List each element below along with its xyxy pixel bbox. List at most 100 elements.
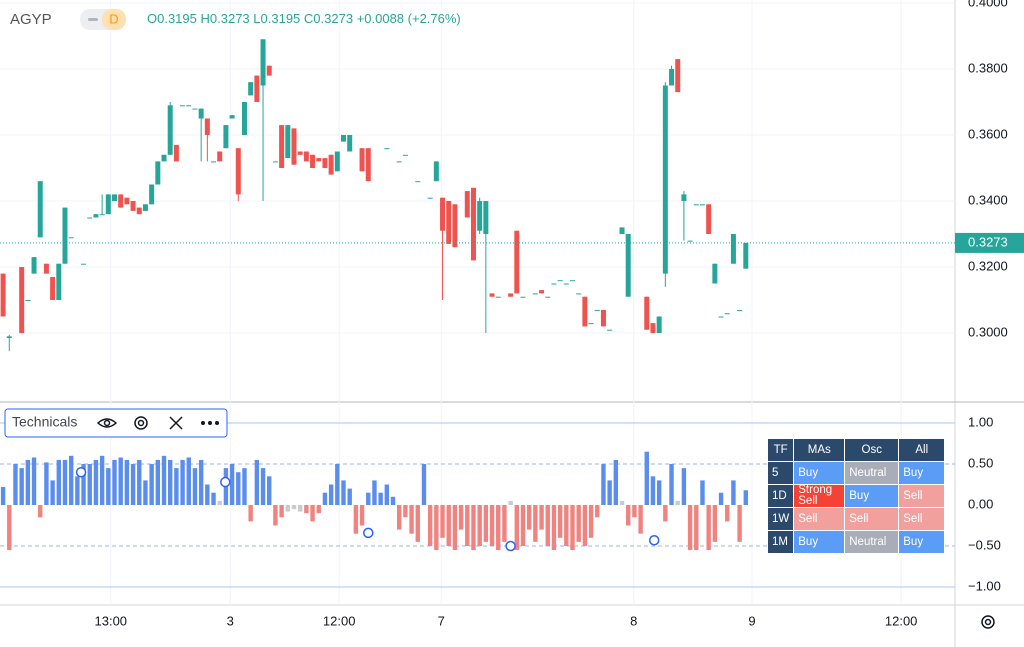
candle-body xyxy=(644,296,650,330)
candle-body xyxy=(600,309,606,327)
candle-body xyxy=(118,194,124,208)
candle-body xyxy=(693,204,699,206)
candle-body xyxy=(50,276,56,301)
interval-badge[interactable] xyxy=(102,9,126,30)
histogram-bar xyxy=(260,468,266,505)
table-cell: Buy xyxy=(844,484,900,508)
candle-body xyxy=(266,65,272,76)
candle-body xyxy=(520,296,526,298)
candle-body xyxy=(625,234,631,297)
candle-body xyxy=(112,194,118,201)
histogram-bar xyxy=(483,505,489,542)
histogram-bar xyxy=(322,492,328,505)
more-icon[interactable] xyxy=(201,421,205,425)
histogram-bar xyxy=(545,505,550,546)
table-cell: 1W xyxy=(766,507,795,531)
histogram-bar xyxy=(403,505,408,518)
histogram-bar xyxy=(44,462,49,505)
histogram-bar xyxy=(168,459,173,505)
histogram-bar xyxy=(712,505,718,542)
histogram-bar xyxy=(99,455,105,505)
table-cell: Buy xyxy=(793,461,846,485)
histogram-bar xyxy=(725,505,730,522)
candle-body xyxy=(415,181,421,183)
y-tick-label: 1.00 xyxy=(968,414,993,429)
candle-body xyxy=(204,118,210,135)
histogram-bar xyxy=(694,505,699,551)
histogram-bar xyxy=(440,505,445,538)
candle-body xyxy=(477,201,483,231)
y-tick-label: 0.3800 xyxy=(968,60,1008,75)
y-tick-label: 0.3600 xyxy=(968,126,1008,141)
x-tick-label: 8 xyxy=(630,613,637,628)
settings-icon[interactable] xyxy=(134,416,148,430)
histogram-bar xyxy=(7,505,12,551)
candle-body xyxy=(532,293,538,295)
table-cell: 5 xyxy=(766,461,795,485)
histogram-bar xyxy=(626,505,631,526)
histogram-bar xyxy=(0,486,6,505)
candle-body xyxy=(62,207,68,264)
candle-body xyxy=(539,290,545,294)
eye-icon[interactable] xyxy=(96,418,118,428)
histogram-bar xyxy=(81,464,86,505)
candle-body xyxy=(681,194,687,201)
histogram-bar xyxy=(421,464,427,505)
histogram-bar xyxy=(564,505,569,546)
histogram-bar xyxy=(353,505,359,534)
y-tick-label: 0.3400 xyxy=(968,192,1008,207)
interval[interactable]: D xyxy=(109,11,118,26)
chart-settings-icon[interactable] xyxy=(981,615,995,629)
candle-body xyxy=(303,151,309,162)
histogram-bar xyxy=(607,480,612,505)
candle-body xyxy=(557,280,563,282)
candle-body xyxy=(87,217,93,219)
remove-icon[interactable] xyxy=(169,416,183,430)
histogram-bar xyxy=(291,505,297,510)
histogram-bar xyxy=(378,492,383,505)
histogram-bar xyxy=(384,484,390,505)
header-cell: All xyxy=(898,438,946,462)
histogram-bar xyxy=(112,459,117,505)
histogram-bar xyxy=(427,505,433,546)
candle-body xyxy=(724,313,730,315)
candle-body xyxy=(495,296,501,298)
table-cell: 1M xyxy=(766,530,795,554)
candle-body xyxy=(285,125,291,159)
histogram-bar xyxy=(502,505,507,542)
candle-body xyxy=(155,161,161,185)
settings-hub xyxy=(137,419,145,427)
candle-body xyxy=(124,197,130,205)
table-row: 5 Buy Neutral Buy xyxy=(766,461,946,485)
candle-body xyxy=(198,108,204,119)
histogram-bar xyxy=(137,459,142,505)
histogram-bar xyxy=(347,488,352,505)
candle-body xyxy=(105,194,111,215)
histogram-bar xyxy=(650,476,656,505)
candle-body xyxy=(211,161,217,163)
histogram-bar xyxy=(619,500,625,505)
last-price-label: 0.3273 xyxy=(968,234,1008,249)
candle-body xyxy=(192,108,198,110)
histogram-bar xyxy=(310,505,315,522)
histogram-bar xyxy=(211,492,216,505)
candle-body xyxy=(316,158,322,162)
histogram-bar xyxy=(229,464,235,505)
candle-body xyxy=(310,154,316,168)
histogram-bar xyxy=(557,505,563,538)
candle-body xyxy=(19,267,25,334)
candle-body xyxy=(0,273,6,317)
candle-body xyxy=(173,144,179,162)
symbol[interactable]: AGYP xyxy=(10,11,52,28)
candle-body xyxy=(563,283,569,285)
candle-body xyxy=(56,263,62,301)
histogram-bar xyxy=(93,459,99,505)
histogram-bar xyxy=(434,505,439,551)
candle-body xyxy=(699,204,705,206)
last-price-badge xyxy=(955,232,1024,253)
candle-body xyxy=(223,125,229,149)
histogram-bar xyxy=(155,459,161,505)
histogram-bar xyxy=(397,505,402,530)
candle-body xyxy=(508,293,514,297)
histogram-bar xyxy=(632,505,637,518)
